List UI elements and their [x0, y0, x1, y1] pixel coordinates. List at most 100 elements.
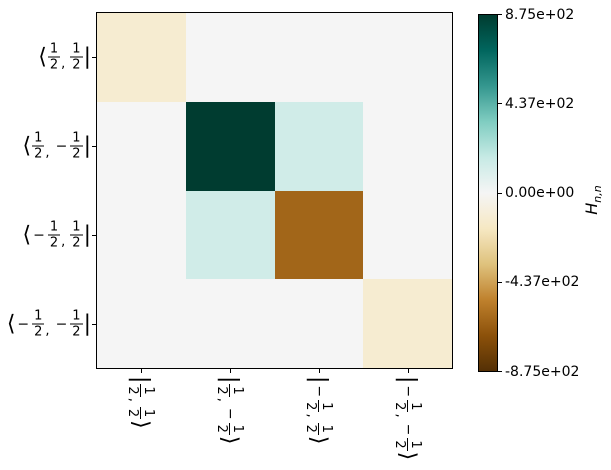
denominator: 2	[392, 402, 408, 411]
heatmap-cell-r3c2	[274, 279, 364, 368]
heatmap-cell-r2c0	[97, 190, 186, 280]
heatmap-cell-r1c3	[363, 101, 452, 191]
colorbar-tick-label-4: -8.75e+02	[505, 363, 580, 380]
y-tick-label-2: ⟨ −1 2, 1 2 |	[23, 221, 91, 250]
bracket-symbol: ⟩	[306, 435, 332, 445]
denominator: 2	[125, 386, 141, 395]
bracket-symbol: |	[128, 376, 154, 384]
bracket-symbol: |	[83, 222, 91, 248]
denominator: 2	[72, 324, 81, 340]
x-tick-mark	[318, 369, 320, 373]
heatmap-cell-r0c2	[274, 13, 364, 102]
numerator: 1	[70, 308, 83, 325]
colorbar-tick-label-0: 8.75e+02	[505, 6, 575, 23]
numerator: 1	[47, 41, 61, 58]
colorbar-tick-mark	[498, 371, 502, 372]
numerator: 1	[318, 422, 335, 435]
denominator: 2	[72, 57, 81, 73]
x-tick-mark	[407, 369, 409, 373]
x-tick-label-2: | −1 2, 1 2 ⟩	[303, 376, 335, 462]
heatmap-cell-r2c2	[274, 190, 364, 280]
colorbar-label-base: H	[581, 202, 601, 215]
minus-symbol: −	[311, 385, 327, 398]
numerator: 1	[70, 219, 83, 236]
heatmap-cell-r1c2	[274, 101, 364, 191]
denominator: 2	[72, 235, 81, 251]
x-tick-label-0: | 1 2, 1 2 ⟩	[125, 376, 157, 462]
colorbar-label-subscript: n,n	[590, 185, 604, 203]
numerator: 1	[140, 384, 157, 397]
comma-symbol: ,	[45, 323, 50, 339]
colorbar-tick-mark	[498, 192, 502, 194]
colorbar-axis-label-text: Hn,n	[581, 185, 604, 215]
colorbar-tick-label-1: 4.37e+02	[505, 95, 575, 112]
heatmap-cell-r0c1	[185, 13, 275, 102]
minus-symbol: −	[55, 138, 68, 154]
denominator: 2	[303, 424, 319, 433]
minus-symbol: −	[17, 316, 30, 332]
numerator: 1	[32, 308, 45, 325]
denominator: 2	[214, 386, 230, 395]
heatmap-cell-r3c1	[185, 279, 275, 368]
bracket-symbol: ⟨	[22, 133, 32, 159]
numerator: 1	[318, 400, 335, 413]
numerator: 1	[229, 422, 246, 435]
bracket-symbol: |	[83, 44, 91, 70]
denominator: 2	[72, 146, 81, 162]
denominator: 2	[49, 235, 59, 251]
denominator: 2	[214, 424, 230, 433]
heatmap-cell-r0c0	[97, 13, 186, 102]
x-tick-label-1: | 1 2, −1 2 ⟩	[214, 376, 246, 462]
x-tick-mark	[140, 369, 142, 373]
heatmap-axes	[96, 12, 453, 369]
comma-symbol: ,	[61, 56, 66, 72]
numerator: 1	[407, 438, 424, 451]
denominator: 2	[34, 146, 43, 162]
comma-symbol: ,	[215, 397, 231, 402]
colorbar-tick-mark	[498, 281, 502, 283]
numerator: 1	[47, 219, 61, 236]
colorbar-tick-mark	[498, 14, 502, 15]
y-tick-mark	[92, 234, 96, 236]
colorbar-tick-label-3: -4.37e+02	[505, 274, 580, 291]
comma-symbol: ,	[393, 413, 409, 418]
minus-symbol: −	[400, 423, 416, 436]
y-tick-label-1: ⟨ 1 2, −1 2 |	[23, 132, 91, 161]
heatmap-cell-r0c3	[363, 13, 452, 102]
comma-symbol: ,	[304, 413, 320, 418]
colorbar-tick-mark	[498, 103, 502, 105]
bracket-symbol: ⟩	[395, 451, 421, 461]
colorbar-axis-label: Hn,n	[580, 170, 604, 230]
bracket-symbol: |	[83, 311, 91, 337]
y-tick-label-3: ⟨ −1 2, −1 2 |	[7, 310, 91, 339]
y-tick-mark	[92, 323, 96, 325]
heatmap-cell-r2c3	[363, 190, 452, 280]
bracket-symbol: ⟨	[22, 222, 32, 248]
bracket-symbol: ⟩	[128, 420, 154, 429]
heatmap-cell-r3c3	[363, 279, 452, 368]
denominator: 2	[49, 57, 59, 73]
numerator: 1	[229, 384, 246, 397]
y-tick-label-0: ⟨ 1 2, 1 2 |	[38, 43, 91, 72]
numerator: 1	[70, 130, 83, 147]
numerator: 1	[32, 130, 45, 147]
denominator: 2	[303, 402, 319, 411]
bracket-symbol: |	[217, 376, 243, 384]
minus-symbol: −	[55, 316, 68, 332]
denominator: 2	[34, 324, 43, 340]
comma-symbol: ,	[126, 397, 142, 402]
comma-symbol: ,	[45, 145, 50, 161]
